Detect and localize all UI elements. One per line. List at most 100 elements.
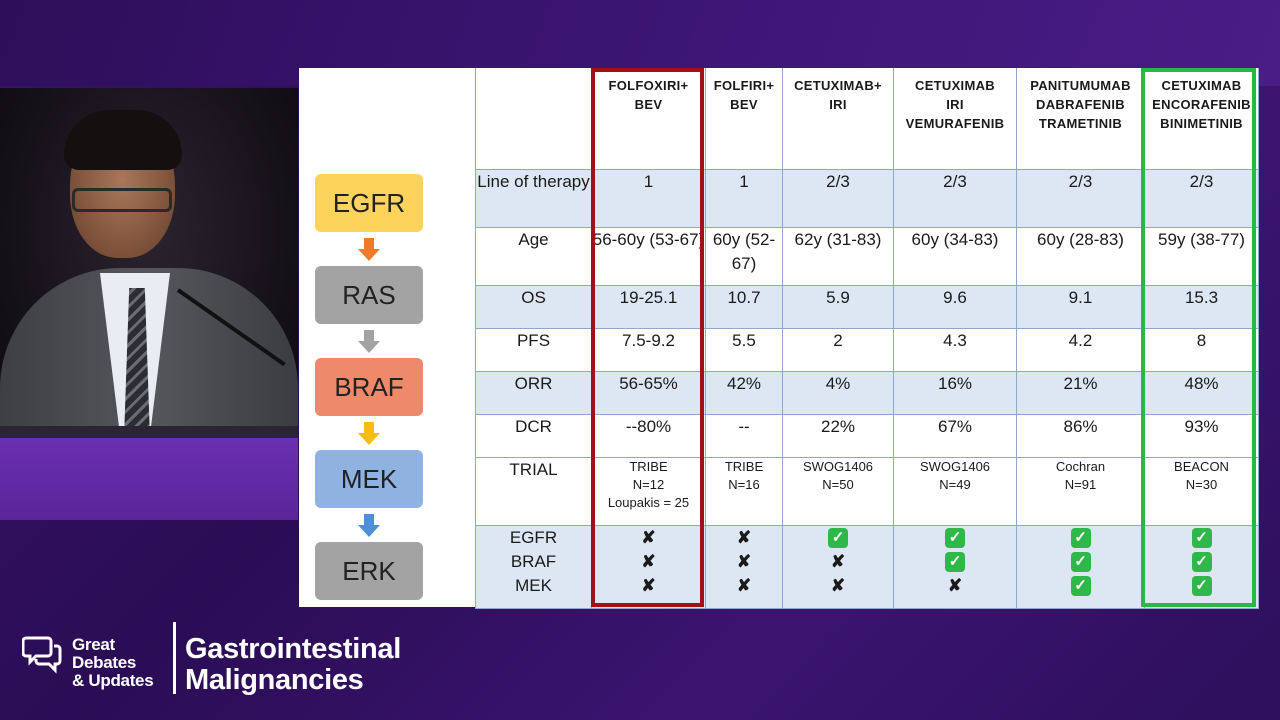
cross-mark-icon: ✘: [641, 551, 656, 571]
column-header: FOLFOXIRI+ BEV: [591, 68, 706, 170]
table-cell: 2/3: [782, 168, 894, 228]
arrow-down-icon: [358, 422, 380, 445]
table-cell: 1: [705, 168, 783, 228]
table-cell: 4.3: [893, 327, 1017, 372]
target-cell: ✓ ✓ ✓: [1144, 524, 1259, 609]
check-mark-icon: ✓: [1191, 552, 1212, 573]
trial-text: N=49: [939, 476, 971, 492]
cross-mark-icon: ✘: [736, 527, 752, 547]
column-header: PANITUMUMAB DABRAFENIB TRAMETINIB: [1016, 68, 1145, 170]
column-header: CETUXIMAB IRI VEMURAFENIB: [893, 68, 1017, 170]
arrow-down-icon: [358, 238, 380, 261]
cross-mark-icon: ✘: [830, 575, 846, 595]
table-cell: 2: [782, 327, 894, 372]
cross-mark-icon: ✘: [641, 575, 656, 595]
podium: [0, 438, 298, 520]
table-row: Line of therapy 1 1 2/3 2/3 2/3 2/3: [475, 168, 1259, 228]
brand-name: Great Debates & Updates: [72, 635, 154, 690]
trial-text: TRIBE: [629, 458, 668, 474]
cross-mark-icon: ✘: [947, 575, 963, 595]
table-cell: 15.3: [1144, 284, 1259, 329]
chat-bubbles-icon: [22, 636, 62, 674]
table-row: OS 19-25.1 10.7 5.9 9.6 9.1 15.3: [475, 284, 1259, 329]
table-cell: 4%: [782, 370, 894, 415]
table-row: ORR 56-65% 42% 4% 16% 21% 48%: [475, 370, 1259, 415]
trial-text: Loupakis = 25: [607, 494, 690, 510]
target-cell: ✓ ✓ ✘: [893, 524, 1017, 609]
signaling-pathway-diagram: EGFR RAS BRAF MEK ERK: [299, 68, 475, 607]
header-empty-cell: [475, 68, 592, 170]
trial-cell: SWOG1406 N=49: [893, 456, 1017, 526]
table-cell: 9.1: [1016, 284, 1145, 329]
pathway-node-braf: BRAF: [315, 358, 423, 416]
table-cell: 22%: [782, 413, 894, 458]
table-cell: 60y (52-67): [705, 226, 783, 286]
table-cell: 93%: [1144, 413, 1259, 458]
table-cell: 56-60y (53-67): [591, 226, 706, 286]
table-cell: 42%: [705, 370, 783, 415]
trial-text: N=50: [822, 476, 854, 492]
arrow-down-icon: [358, 514, 380, 537]
table-row: DCR --80% -- 22% 67% 86% 93%: [475, 413, 1259, 458]
table-cell: 2/3: [893, 168, 1017, 228]
column-header: FOLFIRI+ BEV: [705, 68, 783, 170]
cross-mark-icon: ✘: [736, 575, 752, 595]
check-mark-icon: ✓: [1070, 528, 1091, 549]
trial-text: N=30: [1185, 476, 1218, 492]
row-label: Age: [475, 226, 592, 286]
table-cell: 59y (38-77): [1144, 226, 1259, 286]
check-mark-icon: ✓: [1070, 576, 1091, 597]
pathway-node-erk: ERK: [315, 542, 423, 600]
speaker-glasses: [72, 188, 172, 212]
program-title: Gastrointestinal Malignancies: [185, 633, 401, 696]
trial-cell: SWOG1406 N=50: [782, 456, 894, 526]
target-cell: ✓ ✘ ✘: [782, 524, 894, 609]
check-mark-icon: ✓: [1070, 552, 1091, 573]
row-label: OS: [475, 284, 592, 329]
table-cell: 2/3: [1016, 168, 1145, 228]
target-cell: ✘ ✘ ✘: [705, 524, 783, 609]
table-cell: 67%: [893, 413, 1017, 458]
check-mark-icon: ✓: [1191, 576, 1212, 597]
table-cell: 62y (31-83): [782, 226, 894, 286]
row-label: DCR: [475, 413, 592, 458]
comparison-table: FOLFOXIRI+ BEV FOLFIRI+ BEV CETUXIMAB+ IRI …: [475, 68, 1259, 609]
trial-cell: TRIBE N=16: [705, 456, 783, 526]
presentation-slide: EGFR RAS BRAF MEK ERK FOLFOXIRI+ BEV FOLF…: [299, 68, 1259, 609]
table-cell: 2/3: [1144, 168, 1259, 228]
table-cell: 7.5-9.2: [591, 327, 706, 372]
table-row: PFS 7.5-9.2 5.5 2 4.3 4.2 8: [475, 327, 1259, 372]
trial-text: N=16: [728, 476, 760, 492]
table-cell: 60y (28-83): [1016, 226, 1145, 286]
trial-cell: BEACON N=30: [1144, 456, 1259, 526]
trial-cell: TRIBE N=12 Loupakis = 25: [591, 456, 706, 526]
table-cell: 86%: [1016, 413, 1145, 458]
trial-text: N=12: [632, 476, 665, 492]
target-cell: ✓ ✓ ✓: [1016, 524, 1145, 609]
table-cell: --: [705, 413, 783, 458]
table-cell: 48%: [1144, 370, 1259, 415]
cross-mark-icon: ✘: [736, 551, 752, 571]
pathway-node-ras: RAS: [315, 266, 423, 324]
trial-text: BEACON: [1174, 458, 1229, 474]
column-header: CETUXIMAB+ IRI: [782, 68, 894, 170]
table-cell: 5.5: [705, 327, 783, 372]
table-cell: 8: [1144, 327, 1259, 372]
table-cell: 1: [591, 168, 706, 228]
table-header-row: FOLFOXIRI+ BEV FOLFIRI+ BEV CETUXIMAB+ IRI …: [475, 68, 1259, 170]
target-labels: EGFR BRAF MEK: [475, 524, 592, 609]
table-cell: 21%: [1016, 370, 1145, 415]
table-row: Age 56-60y (53-67) 60y (52-67) 62y (31-83) 6…: [475, 226, 1259, 286]
cross-mark-icon: ✘: [830, 551, 846, 571]
check-mark-icon: ✓: [828, 528, 848, 549]
speaker-hair: [64, 110, 182, 170]
row-label: ORR: [475, 370, 592, 415]
trial-text: SWOG1406: [919, 458, 991, 474]
table-cell: 60y (34-83): [893, 226, 1017, 286]
table-cell: 9.6: [893, 284, 1017, 329]
row-label: Line of therapy: [475, 168, 592, 228]
pathway-node-egfr: EGFR: [315, 174, 423, 232]
trial-text: Cochran: [1055, 458, 1106, 474]
table-cell: 4.2: [1016, 327, 1145, 372]
brand-divider: [173, 622, 176, 694]
